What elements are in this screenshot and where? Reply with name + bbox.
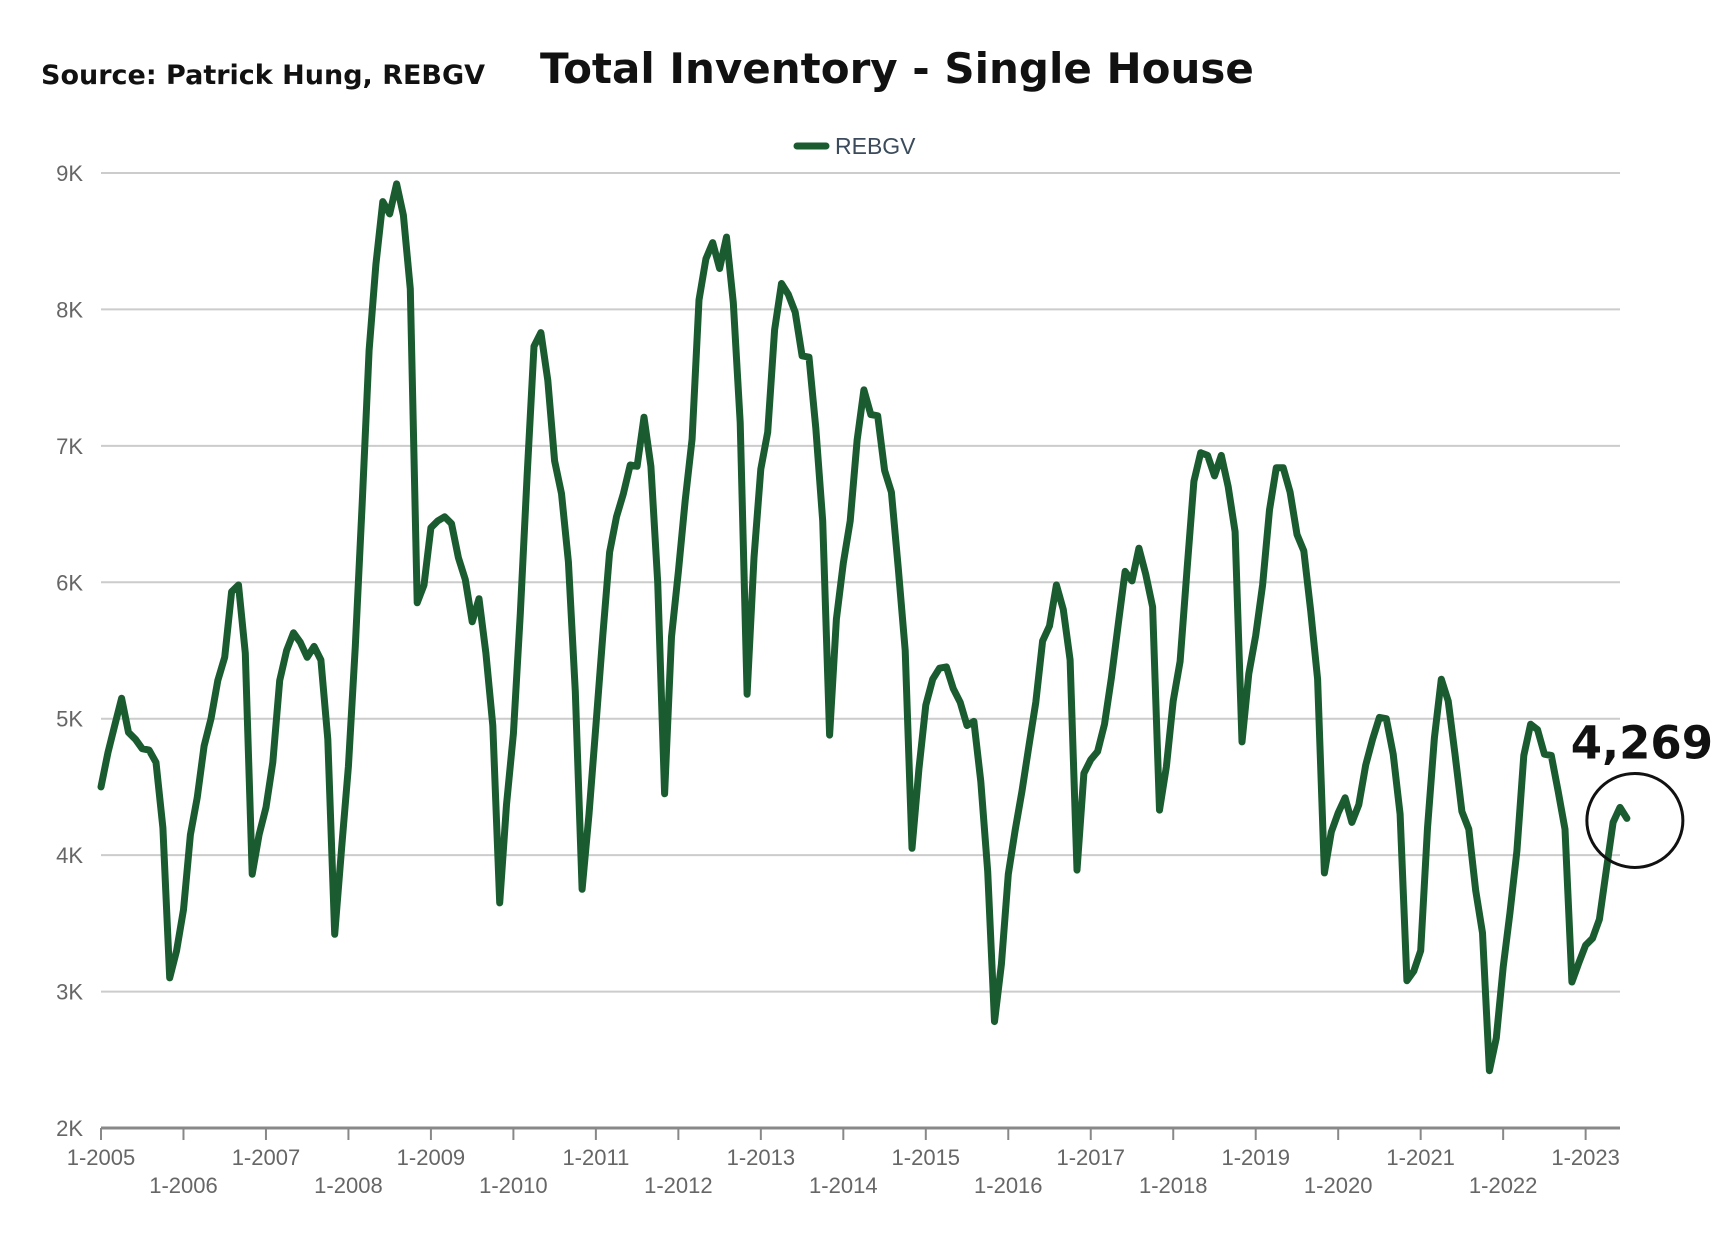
source-note: Source: Patrick Hung, REBGV: [41, 60, 486, 91]
x-tick-label: 1-2017: [1056, 1145, 1125, 1170]
x-tick-label: 1-2011: [562, 1145, 629, 1170]
chart-title: Total Inventory - Single House: [540, 44, 1254, 93]
x-tick-label: 1-2016: [974, 1173, 1043, 1198]
y-tick-label: 2K: [56, 1116, 83, 1141]
x-tick-label: 1-2020: [1304, 1173, 1373, 1198]
y-tick-label: 9K: [56, 161, 83, 186]
x-tick-label: 1-2013: [727, 1145, 796, 1170]
annotation-circle: [1585, 771, 1685, 869]
x-tick-label: 1-2006: [149, 1173, 218, 1198]
y-tick-label: 3K: [56, 980, 83, 1005]
x-tick-label: 1-2018: [1139, 1173, 1208, 1198]
annotation: 4,269: [1571, 716, 1713, 869]
x-tick-label: 1-2012: [644, 1173, 713, 1198]
x-axis: 1-2005 1-2006 1-2007 1-2008 1-2009 1-2010 1-20…: [67, 1126, 1620, 1198]
y-tick-label: 4K: [56, 843, 83, 868]
series-line-rebgv: [97, 180, 1631, 1075]
legend-label: REBGV: [835, 133, 916, 159]
x-tick-label: 1-2007: [232, 1145, 301, 1170]
y-tick-label: 7K: [56, 434, 83, 459]
x-tick-label: 1-2005: [67, 1145, 136, 1170]
x-tick-label: 1-2009: [397, 1145, 466, 1170]
y-axis-tick-labels: 2K 3K 4K 5K 6K 7K 8K 9K: [56, 161, 83, 1141]
x-tick-label: 1-2022: [1469, 1173, 1538, 1198]
x-tick-label: 1-2021: [1386, 1145, 1455, 1170]
x-tick-label: 1-2023: [1551, 1145, 1620, 1170]
x-tick-label: 1-2008: [314, 1173, 383, 1198]
legend: REBGV: [793, 133, 916, 159]
series-group: [97, 180, 1631, 1075]
x-tick-label: 1-2015: [892, 1145, 961, 1170]
x-tick-label: 1-2019: [1221, 1145, 1290, 1170]
y-tick-label: 6K: [56, 570, 83, 595]
gridlines: [101, 172, 1620, 1129]
y-tick-label: 8K: [56, 297, 83, 322]
x-tick-label: 1-2010: [479, 1173, 548, 1198]
x-tick-label: 1-2014: [809, 1173, 878, 1198]
annotation-label: 4,269: [1571, 716, 1713, 769]
y-tick-label: 5K: [56, 707, 83, 732]
